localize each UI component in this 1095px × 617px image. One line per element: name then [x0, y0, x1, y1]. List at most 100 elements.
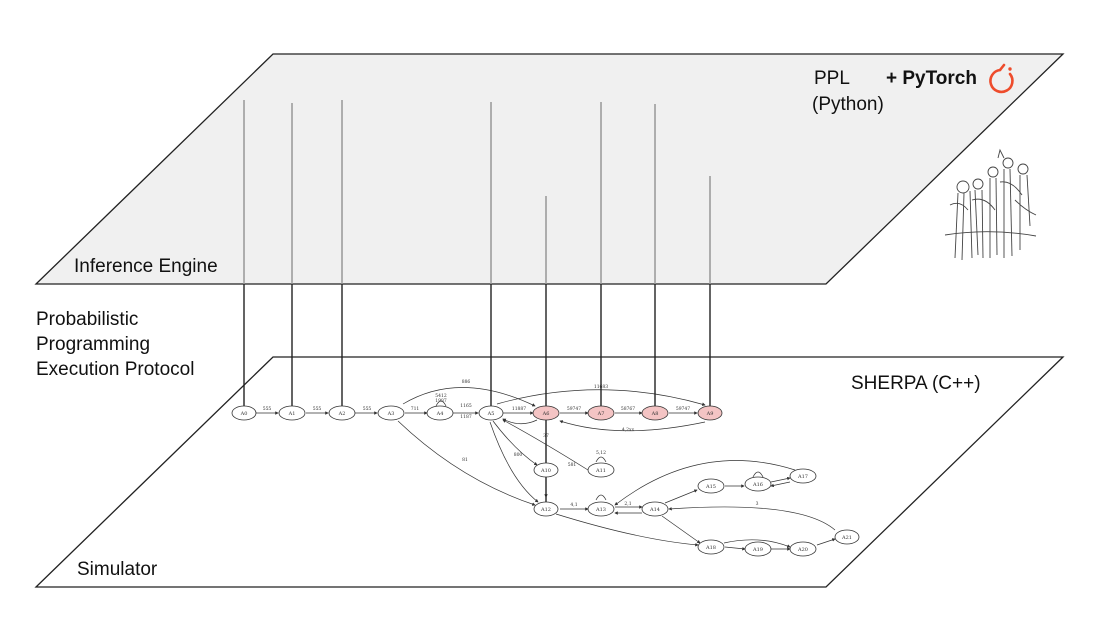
- graph-node: [533, 501, 559, 517]
- protocol-label-line3: Execution Protocol: [36, 359, 194, 380]
- graph-edge: [724, 546, 746, 551]
- graph-edge: [723, 539, 791, 548]
- graph-edge: [752, 471, 764, 478]
- svg-text:555: 555: [313, 406, 322, 412]
- graph-edge-labels: 555 555 555 711 1165 5412 1187 1987 1188…: [263, 379, 759, 508]
- graph-node: [697, 539, 725, 555]
- inference-engine-label: Inference Engine: [74, 256, 218, 277]
- graph-node-highlighted: [641, 405, 669, 421]
- graph-node: [426, 405, 454, 421]
- graph-node: [328, 405, 356, 421]
- inference-plane: [34, 53, 1065, 285]
- graph-edge: [492, 420, 538, 466]
- simulator-label: Simulator: [77, 559, 158, 580]
- svg-text:59747: 59747: [676, 406, 690, 412]
- graph-node: [789, 468, 817, 484]
- svg-text:A5: A5: [487, 411, 495, 417]
- svg-text:11683: 11683: [594, 384, 608, 390]
- graph-node: [478, 405, 504, 421]
- svg-text:81: 81: [462, 457, 468, 463]
- svg-text:5,12: 5,12: [596, 450, 606, 456]
- svg-text:555: 555: [263, 406, 272, 412]
- graph-node: [231, 405, 257, 421]
- graph-edge: [770, 481, 791, 488]
- svg-text:2,1: 2,1: [624, 501, 631, 507]
- svg-text:A10: A10: [540, 468, 551, 474]
- svg-text:37: 37: [543, 433, 549, 439]
- svg-text:58767: 58767: [621, 406, 635, 412]
- svg-text:A15: A15: [705, 484, 716, 490]
- svg-text:800: 800: [514, 452, 523, 458]
- svg-text:A6: A6: [542, 411, 550, 417]
- graph-node: [641, 501, 669, 517]
- svg-text:5412: 5412: [435, 393, 447, 399]
- svg-text:3: 3: [756, 501, 759, 507]
- program-graph: [254, 387, 836, 551]
- graph-nodes: [231, 405, 860, 557]
- svg-text:1187: 1187: [460, 414, 472, 420]
- graph-node: [789, 541, 817, 557]
- graph-node: [278, 405, 306, 421]
- svg-text:711: 711: [411, 406, 420, 412]
- svg-text:A17: A17: [797, 474, 808, 480]
- protocol-label-line1: Probabilistic: [36, 309, 138, 330]
- graph-node: [587, 501, 615, 517]
- graph-edge: [664, 489, 698, 504]
- graph-edge: [668, 506, 836, 531]
- svg-text:1165: 1165: [460, 403, 472, 409]
- svg-text:A7: A7: [597, 411, 605, 417]
- svg-text:A12: A12: [540, 507, 551, 513]
- svg-text:A16: A16: [752, 482, 763, 488]
- graph-edge: [559, 420, 706, 432]
- svg-text:886: 886: [462, 379, 471, 385]
- pytorch-label: + PyTorch: [886, 68, 977, 89]
- svg-text:A11: A11: [595, 468, 606, 474]
- graph-node: [587, 462, 615, 478]
- graph-edge: [502, 419, 589, 471]
- graph-edge: [435, 400, 447, 407]
- graph-node: [377, 405, 405, 421]
- graph-node: [744, 541, 772, 557]
- protocol-label-line2: Programming: [36, 334, 150, 355]
- svg-text:A1: A1: [288, 411, 296, 417]
- graph-edge: [770, 476, 791, 483]
- svg-text:A0: A0: [240, 411, 248, 417]
- graph-edge: [816, 538, 836, 546]
- graph-node-highlighted: [587, 405, 615, 421]
- svg-text:A20: A20: [797, 547, 808, 553]
- svg-text:A4: A4: [436, 411, 444, 417]
- protocol-connections-lower: [243, 284, 711, 503]
- graph-node: [834, 529, 860, 545]
- svg-text:A21: A21: [841, 535, 852, 541]
- svg-text:59747: 59747: [567, 406, 581, 412]
- graph-edge: [555, 513, 699, 547]
- graph-edge: [489, 421, 539, 503]
- svg-text:A19: A19: [752, 547, 763, 553]
- svg-text:A18: A18: [705, 545, 716, 551]
- graph-edge: [402, 387, 536, 407]
- graph-node-highlighted: [532, 405, 560, 421]
- svg-text:4,1: 4,1: [570, 502, 577, 508]
- svg-text:A13: A13: [595, 507, 606, 513]
- protocol-connections-top-visible: [243, 100, 711, 284]
- graph-edge: [661, 515, 701, 544]
- graph-node: [697, 478, 725, 494]
- graph-edge: [595, 456, 607, 463]
- sherpa-label: SHERPA (C++): [851, 373, 981, 394]
- sketch-figures-icon: [944, 148, 1037, 261]
- graph-node-labels: A0 A1 A2 A3 A4 A5 A6 A7 A8 A9 A10 A11 A1…: [240, 411, 852, 553]
- graph-node: [533, 462, 559, 478]
- svg-text:581: 581: [568, 462, 577, 468]
- ppl-label-line1: PPL: [814, 68, 850, 89]
- graph-node: [744, 476, 772, 492]
- pytorch-icon: [989, 63, 1014, 94]
- svg-text:A8: A8: [651, 411, 659, 417]
- svg-text:A2: A2: [338, 411, 346, 417]
- graph-edge: [595, 494, 607, 501]
- svg-text:1987: 1987: [435, 398, 447, 404]
- graph-edge: [397, 420, 536, 506]
- graph-node-highlighted: [697, 405, 723, 421]
- svg-text:11887: 11887: [512, 406, 526, 412]
- svg-text:A9: A9: [706, 411, 714, 417]
- svg-text:4,2xx: 4,2xx: [622, 427, 635, 433]
